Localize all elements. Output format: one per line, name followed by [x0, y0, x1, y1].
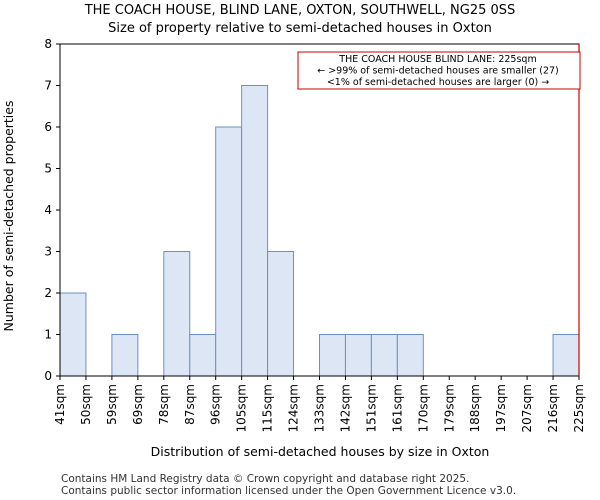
x-tick-label: 87sqm: [183, 384, 197, 425]
y-tick-label: 7: [44, 79, 52, 93]
bar-142sqm: [344, 334, 372, 377]
annotation-box: [297, 51, 581, 90]
x-tick-label: 50sqm: [79, 384, 93, 425]
y-tick-label: 3: [44, 245, 52, 259]
footer-line-1: Contains HM Land Registry data © Crown c…: [61, 473, 470, 485]
x-tick-label: 124sqm: [287, 384, 301, 432]
chart-title: THE COACH HOUSE, BLIND LANE, OXTON, SOUT…: [84, 3, 516, 18]
x-tick-label: 96sqm: [209, 384, 223, 425]
x-axis-label: Distribution of semi-detached houses by …: [151, 444, 490, 459]
bar-133sqm: [319, 334, 346, 377]
x-tick-label: 216sqm: [546, 384, 560, 432]
y-tick-label: 8: [44, 37, 52, 51]
x-tick-label: 78sqm: [157, 384, 171, 425]
bar-151sqm: [370, 334, 398, 377]
bar-105sqm: [241, 85, 269, 377]
footer-line-2: Contains public sector information licen…: [61, 485, 517, 497]
x-tick-label: 188sqm: [468, 384, 482, 432]
x-tick-label: 151sqm: [364, 384, 378, 432]
y-tick-label: 6: [44, 120, 52, 134]
bar-161sqm: [396, 334, 424, 377]
bar-87sqm: [189, 334, 217, 377]
y-axis-label: Number of semi-detached properties: [1, 101, 16, 332]
x-tick-label: 179sqm: [442, 384, 456, 432]
plot-frame: [59, 43, 580, 377]
x-tick-label: 59sqm: [105, 384, 119, 425]
y-tick-label: 0: [44, 369, 52, 383]
x-tick-label: 41sqm: [53, 384, 67, 425]
x-tick-label: 170sqm: [416, 384, 430, 432]
bar-216sqm: [552, 334, 580, 377]
bar-78sqm: [163, 251, 191, 377]
x-tick-label: 105sqm: [235, 384, 249, 432]
annotation-line: THE COACH HOUSE BLIND LANE: 225sqm: [338, 54, 536, 65]
annotation-line: <1% of semi-detached houses are larger (…: [327, 77, 549, 88]
x-tick-label: 207sqm: [520, 384, 534, 432]
bar-59sqm: [111, 334, 139, 377]
x-tick-label: 142sqm: [338, 384, 352, 432]
x-tick-label: 197sqm: [494, 384, 508, 432]
bar-115sqm: [267, 251, 295, 377]
annotation-line: ← >99% of semi-detached houses are small…: [317, 66, 559, 77]
x-tick-label: 225sqm: [572, 384, 586, 432]
y-tick-label: 5: [44, 162, 52, 176]
x-tick-label: 133sqm: [313, 384, 327, 432]
bar-41sqm: [59, 292, 87, 377]
chart-subtitle: Size of property relative to semi-detach…: [108, 21, 492, 36]
x-tick-label: 115sqm: [261, 384, 275, 432]
x-tick-label: 161sqm: [390, 384, 404, 432]
bar-96sqm: [215, 126, 243, 377]
y-tick-label: 1: [44, 328, 52, 342]
y-tick-label: 2: [44, 286, 52, 300]
y-tick-label: 4: [44, 203, 52, 217]
x-tick-label: 69sqm: [131, 384, 145, 425]
